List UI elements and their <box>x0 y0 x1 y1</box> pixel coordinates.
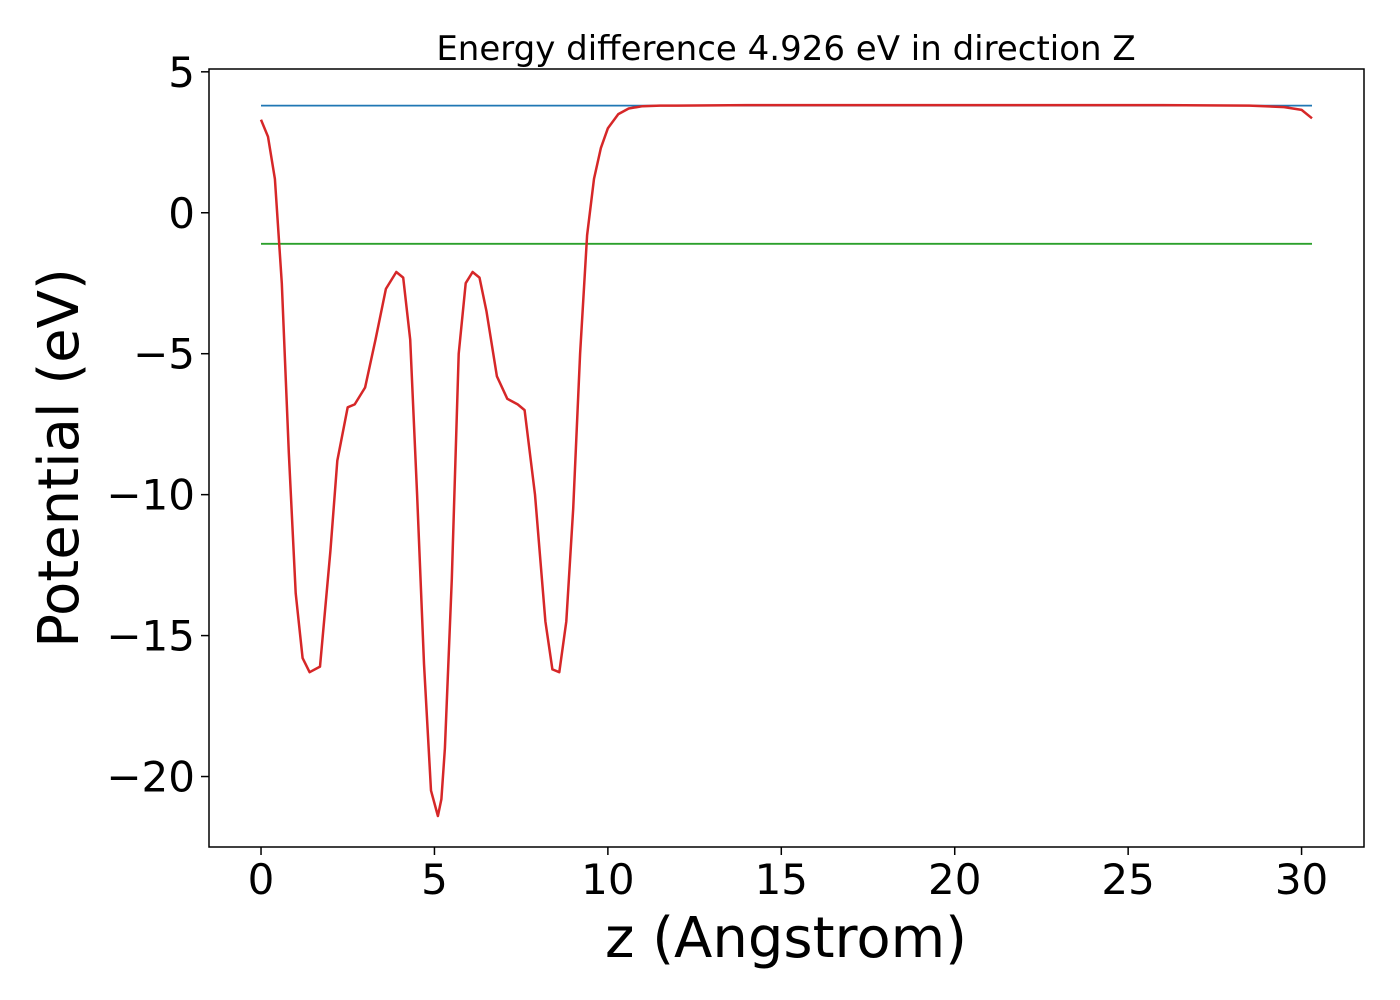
x-tick-label: 15 <box>755 855 808 904</box>
x-tick-label: 20 <box>928 855 981 904</box>
y-axis-label: Potential (eV) <box>27 268 92 648</box>
y-axis-ticks: 5 0 −5 −10 −15 −20 <box>106 48 209 802</box>
y-tick-label: −20 <box>106 753 195 802</box>
x-tick-label: 30 <box>1275 855 1328 904</box>
plot-frame <box>208 68 1365 848</box>
y-tick-label: −10 <box>106 471 195 520</box>
x-axis-ticks: 0 5 10 15 20 25 30 <box>248 847 1328 904</box>
plot-area <box>259 103 1313 818</box>
x-tick-label: 0 <box>248 855 275 904</box>
y-tick-label: −15 <box>106 612 195 661</box>
y-tick-label: 0 <box>168 189 195 238</box>
series-line-2 <box>259 103 1313 818</box>
x-tick-label: 25 <box>1101 855 1154 904</box>
x-tick-label: 10 <box>581 855 634 904</box>
x-tick-label: 5 <box>421 855 448 904</box>
y-tick-label: 5 <box>168 48 195 97</box>
x-axis-label: z (Angstrom) <box>605 906 967 971</box>
chart-title: Energy difference 4.926 eV in direction … <box>436 29 1135 69</box>
y-tick-label: −5 <box>133 330 195 379</box>
